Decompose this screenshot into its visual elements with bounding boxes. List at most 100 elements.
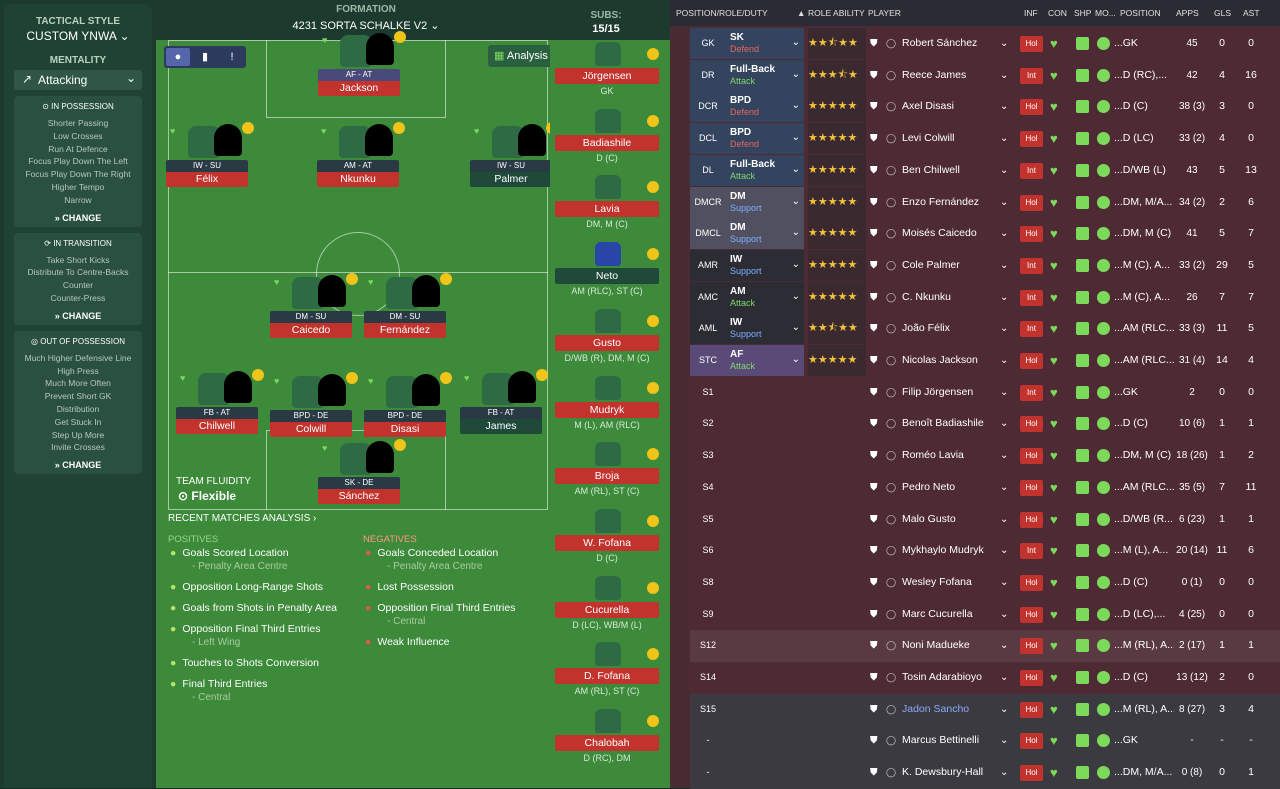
sub-player-card[interactable]: Mudryk M (L), AM (RLC) — [555, 401, 659, 430]
chevron-down-icon[interactable]: ⌄ — [1000, 386, 1009, 398]
chevron-down-icon[interactable]: ⌄ — [1000, 164, 1009, 176]
player-name[interactable]: Enzo Fernández — [902, 195, 980, 208]
sub-player-card[interactable]: D. Fofana AM (RL), ST (C) — [555, 668, 659, 696]
role-duty-cell[interactable]: BPD Defend ⌄ — [726, 91, 804, 123]
sub-player-card[interactable]: Jörgensen GK — [555, 68, 659, 96]
table-row[interactable]: DMCR DM Support ⌄ ★★★★★ ⛊ ◯ Enzo Fernández ⌄ Hol ♥… — [690, 186, 1280, 219]
chevron-down-icon[interactable]: ⌄ — [1000, 355, 1009, 366]
sub-player-card[interactable]: Badiashile D (C) — [555, 134, 659, 163]
chevron-down-icon[interactable]: ⌄ — [1000, 38, 1009, 49]
player-name[interactable]: Benoît Badiashile — [902, 417, 984, 430]
sub-player-card[interactable]: Broja AM (RL), ST (C) — [555, 468, 659, 496]
chevron-down-icon[interactable]: ⌄ — [791, 100, 800, 112]
out-of-possession-change-button[interactable]: » CHANGE — [14, 460, 142, 470]
player-name[interactable]: Jadon Sancho — [902, 702, 970, 715]
mentality-dropdown[interactable]: ↗ Attacking ⌄ — [14, 70, 142, 90]
sub-player-card[interactable]: Gusto D/WB (R), DM, M (C) — [555, 334, 659, 363]
chevron-down-icon[interactable]: ⌄ — [1000, 513, 1009, 525]
player-card[interactable]: AF - AT Jackson — [318, 69, 400, 96]
table-row[interactable]: - ⛊ ◯ K. Dewsbury-Hall ⌄ Hol ♥ ...DM, M/A... 0 (… — [690, 757, 1280, 789]
player-name[interactable]: João Félix — [902, 322, 950, 335]
header-apps[interactable]: APPS — [1176, 0, 1199, 26]
player-card[interactable]: SK - DE Sánchez — [318, 477, 400, 504]
chevron-down-icon[interactable]: ⌄ — [791, 290, 800, 302]
player-name[interactable]: Malo Gusto — [902, 512, 956, 525]
player-name[interactable]: Roméo Lavia — [902, 449, 964, 462]
table-row[interactable]: DCL BPD Defend ⌄ ★★★★★ ⛊ ◯ Levi Colwill ⌄ Hol ♥...… — [690, 123, 1280, 155]
sub-player-card[interactable]: Lavia DM, M (C) — [555, 201, 659, 229]
chevron-down-icon[interactable]: ⌄ — [1000, 481, 1009, 493]
player-name[interactable]: Pedro Neto — [902, 480, 956, 493]
chevron-down-icon[interactable]: ⌄ — [1000, 576, 1009, 588]
table-row[interactable]: - ⛊ ◯ Marcus Bettinelli ⌄ Hol ♥ ...GK - - - — [690, 725, 1280, 757]
chevron-down-icon[interactable]: ⌄ — [1000, 291, 1009, 303]
table-row[interactable]: S9 ⛊ ◯ Marc Cucurella ⌄ Hol ♥ ...D (LC),... 4 (2… — [690, 598, 1280, 631]
table-row[interactable]: AMC AM Attack ⌄ ★★★★★ ⛊ ◯ C. Nkunku ⌄ Int ♥ ...M (C… — [690, 281, 1280, 314]
chevron-down-icon[interactable]: ⌄ — [791, 37, 800, 48]
player-name[interactable]: Moisés Caicedo — [902, 227, 977, 240]
header-inf[interactable]: INF — [1024, 0, 1038, 26]
player-name[interactable]: Tosin Adarabioyo — [902, 671, 982, 683]
header-ast[interactable]: AST — [1243, 0, 1260, 26]
header-position-role-duty[interactable]: POSITION/ROLE/DUTY — [676, 0, 768, 26]
table-row[interactable]: S14 ⛊ ◯ Tosin Adarabioyo ⌄ Hol ♥ ...D (C) 13 (12… — [690, 662, 1280, 694]
header-role-ability[interactable]: ROLE ABILITY — [808, 0, 865, 26]
role-duty-cell[interactable]: Full-Back Attack ⌄ — [726, 154, 804, 186]
table-row[interactable]: DR Full-Back Attack ⌄ ★★★⯪★ ⛊ ◯ Reece James ⌄ Int… — [690, 59, 1280, 92]
table-row[interactable]: GK SK Defend ⌄ ★★⯪★★ ⛊ ◯ Robert Sánchez ⌄ Hol ♥...… — [690, 28, 1280, 60]
table-row[interactable]: S5 ⛊ ◯ Malo Gusto ⌄ Hol ♥ ...D/WB (R... 6 (23) 1 1 — [690, 503, 1280, 536]
person-icon[interactable]: ● — [166, 48, 190, 66]
chevron-down-icon[interactable]: ⌄ — [1000, 767, 1009, 779]
player-card[interactable]: IW - SU Félix — [166, 160, 248, 187]
chevron-down-icon[interactable]: ⌄ — [1000, 228, 1009, 240]
sub-player-card[interactable]: Neto AM (RLC), ST (C) — [555, 268, 659, 296]
chevron-down-icon[interactable]: ⌄ — [1000, 703, 1009, 715]
chevron-down-icon[interactable]: ⌄ — [791, 354, 800, 365]
table-row[interactable]: S1 ⛊ ◯ Filip Jörgensen ⌄ Int ♥ ...GK 2 0 0 — [690, 376, 1280, 409]
table-row[interactable]: DCR BPD Defend ⌄ ★★★★★ ⛊ ◯ Axel Disasi ⌄ Hol ♥ ...D… — [690, 91, 1280, 123]
player-name[interactable]: C. Nkunku — [902, 290, 952, 303]
table-row[interactable]: AML IW Support ⌄ ★★⯪★★ ⛊ ◯ João Félix ⌄ Int ♥ ...AM… — [690, 313, 1280, 345]
player-card[interactable]: FB - AT James — [460, 407, 542, 434]
player-name[interactable]: Cole Palmer — [902, 258, 960, 271]
chevron-down-icon[interactable]: ⌄ — [1000, 608, 1009, 620]
role-duty-cell[interactable]: SK Defend ⌄ — [726, 28, 804, 59]
header-gls[interactable]: GLS — [1214, 0, 1232, 26]
table-row[interactable]: STC AF Attack ⌄ ★★★★★ ⛊ ◯ Nicolas Jackson ⌄ Hol ♥.… — [690, 345, 1280, 377]
chevron-down-icon[interactable]: ⌄ — [791, 258, 800, 270]
header-con[interactable]: CON — [1048, 0, 1067, 26]
table-row[interactable]: S2 ⛊ ◯ Benoît Badiashile ⌄ Hol ♥ ...D (C) 10 (6)… — [690, 408, 1280, 440]
role-duty-cell[interactable]: AF Attack ⌄ — [726, 345, 804, 376]
sub-player-card[interactable]: Chalobah D (RC), DM — [555, 735, 659, 763]
role-duty-cell[interactable]: DM Support ⌄ — [726, 218, 804, 250]
chevron-down-icon[interactable]: ⌄ — [1000, 323, 1009, 335]
player-name[interactable]: Noni Madueke — [902, 639, 970, 652]
header-position[interactable]: POSITION — [1120, 0, 1161, 26]
header-mo[interactable]: MO... — [1095, 0, 1116, 26]
table-row[interactable]: S3 ⛊ ◯ Roméo Lavia ⌄ Hol ♥ ...DM, M (C) 18 (26) 1… — [690, 440, 1280, 472]
chevron-down-icon[interactable]: ⌄ — [791, 163, 800, 175]
chevron-down-icon[interactable]: ⌄ — [1000, 545, 1009, 557]
chevron-down-icon[interactable]: ⌄ — [1000, 69, 1009, 81]
analysis-button[interactable]: ▦ Analysis — [488, 45, 554, 67]
table-row[interactable]: S8 ⛊ ◯ Wesley Fofana ⌄ Hol ♥ ...D (C) 0 (1) 0 0 — [690, 566, 1280, 599]
in-transition-change-button[interactable]: » CHANGE — [14, 311, 142, 321]
chevron-down-icon[interactable]: ⌄ — [791, 132, 800, 144]
player-name[interactable]: Marcus Bettinelli — [902, 734, 980, 747]
player-card[interactable]: BPD - DE Disasi — [364, 410, 446, 437]
role-duty-cell[interactable]: IW Support ⌄ — [726, 313, 804, 345]
role-duty-cell[interactable]: BPD Defend ⌄ — [726, 123, 804, 155]
tactical-style-dropdown[interactable]: CUSTOM YNWA ⌄ — [4, 29, 152, 43]
sub-player-card[interactable]: W. Fofana D (C) — [555, 534, 659, 563]
chevron-down-icon[interactable]: ⌄ — [1000, 735, 1009, 747]
chevron-down-icon[interactable]: ⌄ — [1000, 672, 1009, 683]
player-name[interactable]: Levi Colwill — [902, 132, 955, 145]
table-row[interactable]: S6 ⛊ ◯ Mykhaylo Mudryk ⌄ Int ♥ ...M (L), A... 20… — [690, 535, 1280, 567]
header-player[interactable]: PLAYER — [868, 0, 901, 26]
chevron-down-icon[interactable]: ⌄ — [791, 68, 800, 80]
chevron-down-icon[interactable]: ⌄ — [1000, 101, 1009, 113]
in-possession-change-button[interactable]: » CHANGE — [14, 213, 142, 223]
bar-chart-icon[interactable]: ▮ — [201, 51, 209, 63]
info-icon[interactable]: ! — [230, 51, 234, 63]
player-card[interactable]: AM - AT Nkunku — [317, 160, 399, 187]
